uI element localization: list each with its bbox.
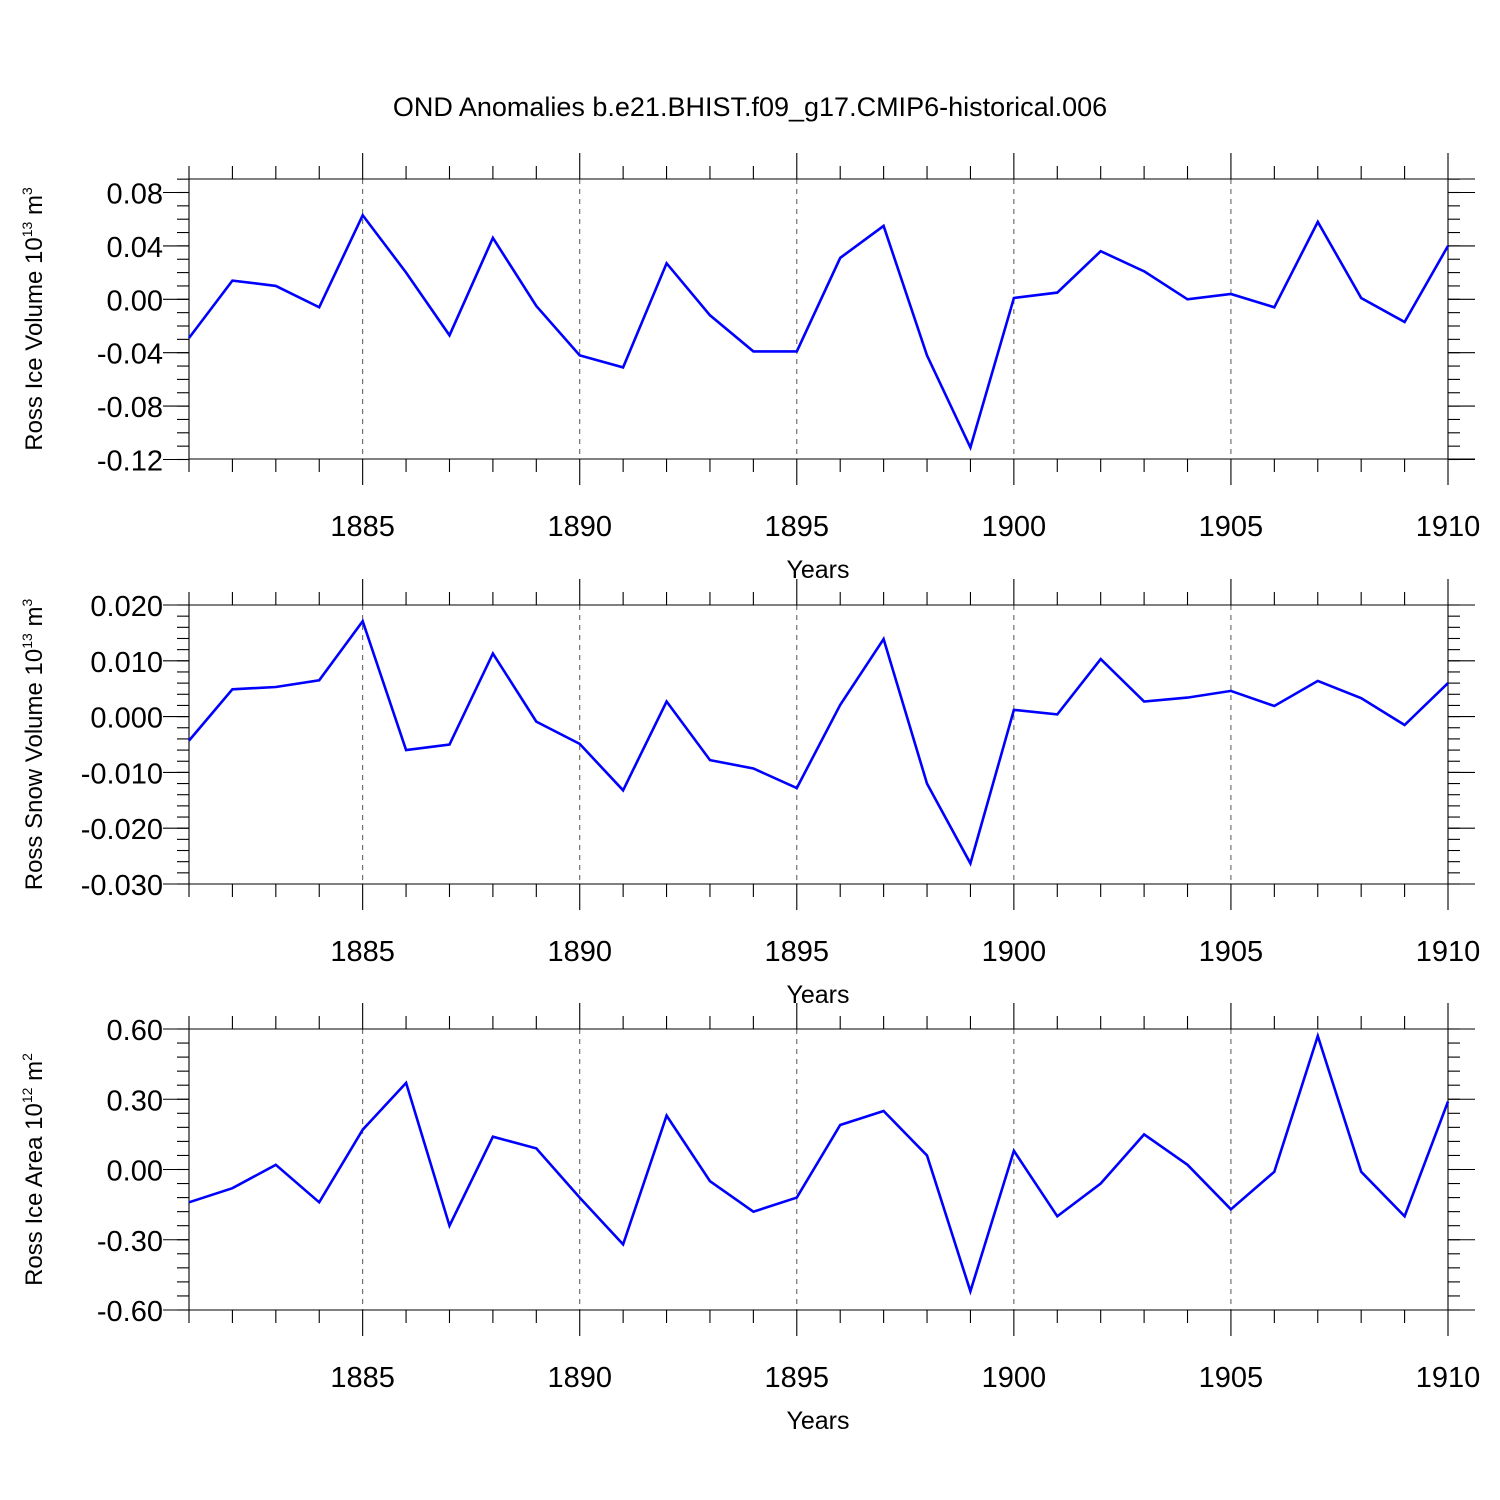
x-tick-label: 1910 (1416, 1362, 1481, 1394)
y-tick-label: 0.30 (107, 1085, 163, 1117)
x-tick-label: 1900 (982, 511, 1047, 543)
series-line (188, 618, 1449, 867)
x-tick-label: 1885 (330, 936, 395, 968)
y-tick-label: 0.04 (107, 232, 163, 264)
series-line (187, 212, 1450, 452)
y-tick-label: 0.08 (107, 179, 163, 211)
x-tick-label: 1885 (330, 1362, 395, 1394)
y-axis-label: Ross Snow Volume 1013 m3 (19, 599, 48, 891)
x-axis-label: Years (786, 556, 849, 584)
x-tick-label: 1890 (547, 511, 612, 543)
series-line (188, 1031, 1450, 1296)
x-tick-label: 1890 (547, 936, 612, 968)
x-tick-label: 1905 (1199, 936, 1264, 968)
y-tick-label: 0.000 (90, 703, 163, 735)
y-tick-label: 0.010 (90, 647, 163, 679)
y-tick-label: -0.030 (81, 870, 163, 902)
x-tick-label: 1895 (765, 936, 830, 968)
x-tick-label: 1895 (765, 511, 830, 543)
panel-2: 0.020 0.010 0.000 -0.010 -0.020 -0.030 1885 189… (19, 579, 1480, 1009)
chart-title: OND Anomalies b.e21.BHIST.f09_g17.CMIP6-… (393, 92, 1107, 122)
y-tick-label: 0.00 (107, 285, 163, 317)
y-tick-label: -0.010 (81, 758, 163, 790)
x-tick-label: 1900 (982, 936, 1047, 968)
y-axis-label: Ross Ice Volume 1013 m3 (19, 187, 48, 451)
x-axis-label: Years (786, 1407, 849, 1435)
y-tick-label: -0.60 (97, 1296, 163, 1328)
y-tick-label: 0.60 (107, 1015, 163, 1047)
y-tick-label: -0.04 (97, 339, 163, 371)
x-tick-label: 1895 (765, 1362, 830, 1394)
x-tick-label: 1885 (330, 511, 395, 543)
y-axis-label: Ross Ice Area 1012 m2 (19, 1053, 48, 1286)
y-tick-label: -0.08 (97, 392, 163, 424)
x-axis-label: Years (786, 981, 849, 1009)
panel-3: 0.60 0.30 0.00 -0.30 -0.60 1885 1890 1895 1900 19… (19, 1003, 1480, 1435)
y-tick-label: 0.00 (107, 1156, 163, 1188)
x-tick-label: 1900 (982, 1362, 1047, 1394)
y-tick-label: -0.12 (97, 446, 163, 478)
x-tick-label: 1910 (1416, 511, 1481, 543)
panel-1: 0.08 0.04 0.00 -0.04 -0.08 -0.12 1885 1890 1895 1… (19, 153, 1480, 584)
y-tick-label: -0.30 (97, 1226, 163, 1258)
x-tick-label: 1910 (1416, 936, 1481, 968)
x-tick-label: 1890 (547, 1362, 612, 1394)
x-tick-label: 1905 (1199, 1362, 1264, 1394)
y-tick-label: 0.020 (90, 591, 163, 623)
y-tick-label: -0.020 (81, 814, 163, 846)
x-tick-label: 1905 (1199, 511, 1264, 543)
